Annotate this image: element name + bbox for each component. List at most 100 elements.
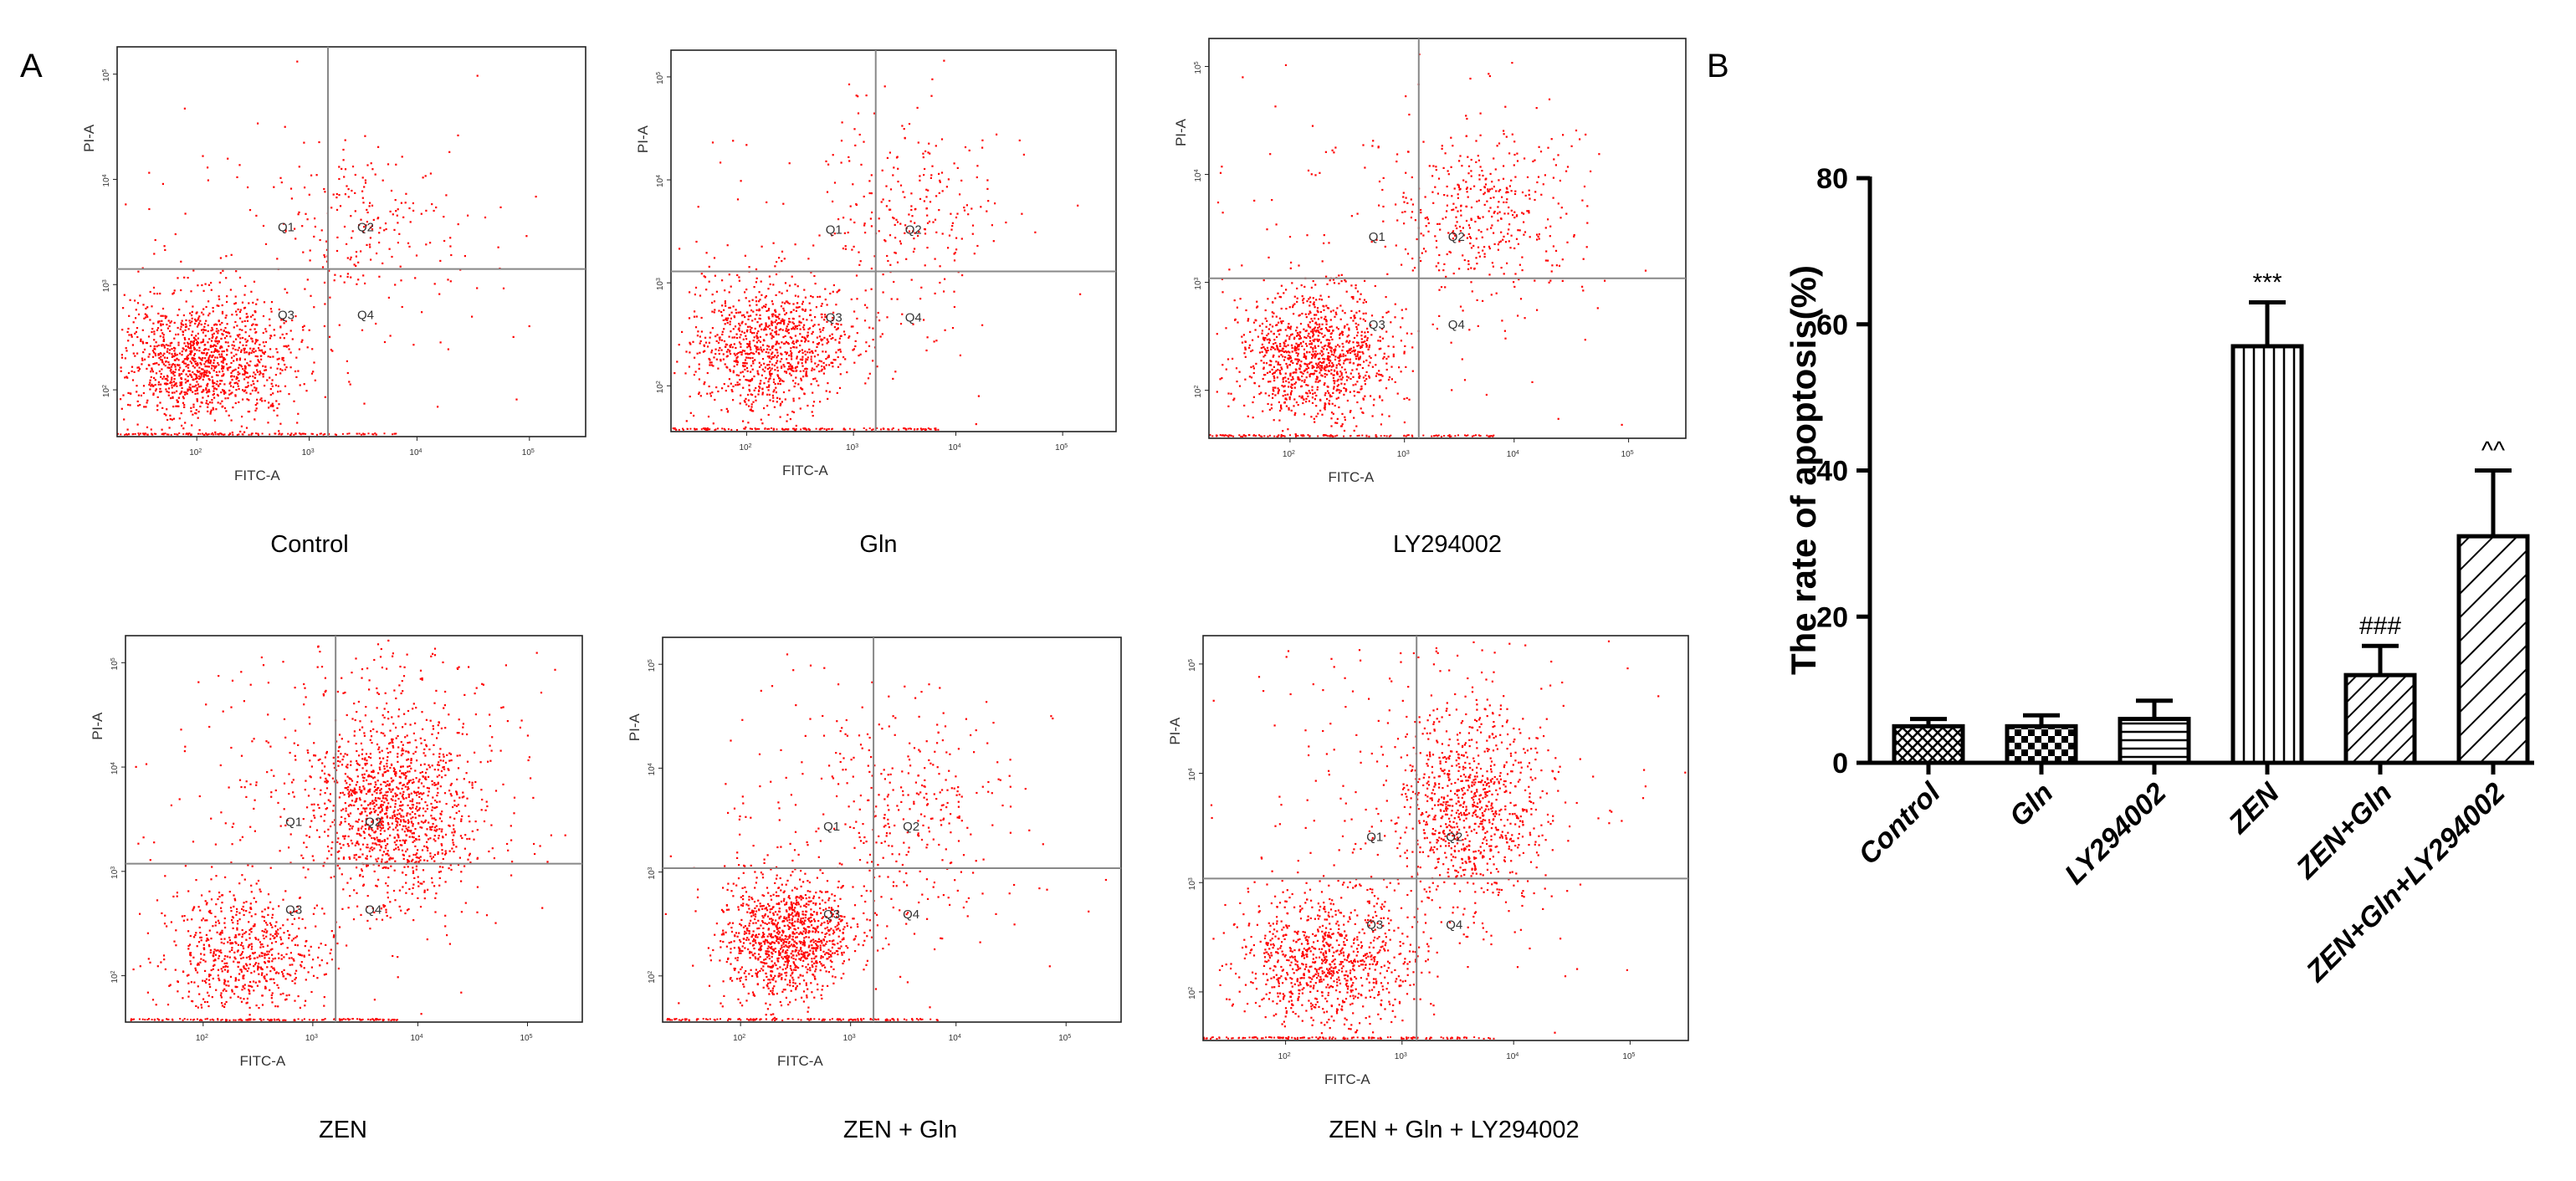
- flow-panel-6: Q1 Q2 Q3 Q4 102 103 104 105 102 103 104 105 FITC-A PI…: [1167, 635, 1689, 1143]
- x-tick-label: 104: [410, 1034, 423, 1044]
- y-tick-label: 105: [648, 659, 658, 672]
- x-axis-label: FITC-A: [1329, 469, 1375, 485]
- x-tick-label: 105: [1058, 1034, 1071, 1044]
- y-tick-label: 103: [656, 278, 666, 290]
- x-tick-label: 102: [733, 1034, 745, 1044]
- flow-panel-1: Q1 Q2 Q3 Q4 102 103 104 105 102 103 104 105 FITC-A PI…: [81, 46, 586, 558]
- bar-gln: [2005, 723, 2078, 765]
- quadrant-label-q1: Q1: [826, 222, 842, 237]
- x-category-label: Gln: [2004, 777, 2060, 833]
- panel-caption: ZEN: [319, 1117, 367, 1143]
- x-category-label: ZEN+Gln+LY294002: [2300, 777, 2512, 989]
- x-tick-label: 102: [739, 443, 751, 453]
- x-axis-label: FITC-A: [777, 1053, 823, 1069]
- plot-frame: [1208, 38, 1687, 439]
- quadrant-label-q1: Q1: [278, 221, 294, 235]
- y-tick-label: 40: [1816, 456, 1848, 488]
- y-tick-label: 104: [1194, 169, 1204, 181]
- quadrant-label-q1: Q1: [1366, 830, 1383, 844]
- x-category-label: LY294002: [2059, 777, 2173, 891]
- quadrant-label-q2: Q2: [357, 221, 374, 235]
- bar-zen-gln-ly294002: [2456, 534, 2530, 765]
- x-category-label: ZEN: [2222, 776, 2287, 841]
- quadrant-label-q4: Q4: [903, 907, 919, 922]
- x-tick-label: 104: [409, 448, 422, 458]
- flow-panel-5: Q1 Q2 Q3 Q4 102 103 104 105 102 103 104 105 FITC-A PI…: [627, 637, 1122, 1143]
- y-tick-label: 105: [102, 69, 112, 81]
- y-tick-label: 102: [1188, 987, 1198, 1000]
- x-axis-label: FITC-A: [1324, 1071, 1370, 1087]
- y-tick-label: 80: [1816, 163, 1848, 195]
- plot-frame: [116, 46, 586, 437]
- y-tick-label: 20: [1816, 601, 1848, 633]
- panel-b-letter: B: [1707, 48, 1729, 84]
- plot-frame: [125, 635, 583, 1023]
- y-tick-label: 105: [1188, 659, 1198, 672]
- y-tick-label: 102: [110, 970, 120, 983]
- quadrant-label-q4: Q4: [1448, 318, 1465, 332]
- y-tick-label: 102: [648, 971, 658, 984]
- scatter-dots: [130, 639, 566, 1022]
- y-tick-label: 104: [102, 174, 112, 187]
- panel-caption: LY294002: [1393, 531, 1502, 558]
- x-tick-label: 102: [196, 1034, 208, 1044]
- quadrant-label-q1: Q1: [823, 820, 840, 834]
- y-tick-label: 105: [656, 72, 666, 84]
- panel-caption: Gln: [859, 531, 897, 558]
- flow-panel-3: Q1 Q2 Q3 Q4 102 103 104 105 102 103 104 105 FITC-A PI…: [1173, 38, 1687, 558]
- y-tick-label: 104: [656, 175, 666, 187]
- quadrant-label-q3: Q3: [1369, 318, 1385, 332]
- quadrant-label-q1: Q1: [285, 815, 302, 830]
- y-axis-label: PI-A: [627, 713, 643, 741]
- y-tick-label: 103: [102, 279, 112, 292]
- x-tick-label: 103: [305, 1034, 318, 1044]
- flow-panel-2: Q1 Q2 Q3 Q4 102 103 104 105 102 103 104 105 FITC-A PI…: [635, 49, 1117, 558]
- significance-marker: ^^: [2481, 437, 2505, 465]
- plot-frame: [670, 49, 1117, 432]
- scatter-dots: [672, 59, 1082, 432]
- y-axis-label: PI-A: [1167, 717, 1183, 745]
- flow-panels: Q1 Q2 Q3 Q4 102 103 104 105 102 103 104 105 FITC-A PI…: [81, 38, 1689, 1143]
- x-tick-label: 104: [1507, 450, 1519, 460]
- y-axis-label: PI-A: [81, 124, 97, 152]
- quadrant-label-q3: Q3: [278, 309, 294, 323]
- y-tick-label: 105: [110, 657, 120, 670]
- quadrant-label-q2: Q2: [365, 815, 382, 830]
- y-tick-label: 103: [648, 867, 658, 879]
- y-tick-label: 104: [110, 762, 120, 775]
- quadrant-label-q3: Q3: [285, 903, 302, 918]
- x-axis-label: FITC-A: [782, 463, 828, 478]
- significance-marker: ###: [2359, 612, 2401, 640]
- bar-zen: [2230, 344, 2304, 765]
- x-tick-label: 105: [1055, 443, 1068, 453]
- y-axis-label: PI-A: [1173, 118, 1189, 146]
- y-axis-title: The rate of apoptosis(%): [1784, 265, 1823, 675]
- x-axis-label: FITC-A: [240, 1053, 286, 1069]
- panel-a-letter: A: [20, 48, 43, 84]
- bar-chart: 0 20 40 60 80 The rate of apoptosis(%) Control…: [1784, 163, 2534, 989]
- quadrant-label-q4: Q4: [1446, 918, 1462, 932]
- x-tick-label: 102: [1283, 450, 1295, 460]
- y-axis-label: PI-A: [90, 712, 105, 740]
- scatter-dots: [664, 653, 1107, 1021]
- plot-frame: [662, 637, 1122, 1023]
- scatter-dots: [1209, 53, 1647, 437]
- quadrant-label-q1: Q1: [1369, 230, 1385, 244]
- x-tick-label: 103: [1397, 450, 1410, 460]
- y-tick-label: 104: [1188, 768, 1198, 780]
- y-tick-label: 60: [1816, 309, 1848, 341]
- x-tick-label: 105: [522, 448, 535, 458]
- quadrant-label-q4: Q4: [357, 309, 374, 323]
- y-tick-label: 0: [1832, 748, 1848, 780]
- y-tick-label: 102: [102, 385, 112, 397]
- plot-frame: [1202, 635, 1689, 1041]
- x-tick-label: 102: [189, 448, 202, 458]
- x-tick-label: 102: [1278, 1052, 1291, 1062]
- quadrant-label-q4: Q4: [365, 903, 382, 918]
- x-tick-label: 105: [520, 1034, 532, 1044]
- x-tick-label: 105: [1621, 450, 1634, 460]
- y-tick-label: 103: [110, 867, 120, 879]
- quadrant-label-q3: Q3: [823, 907, 840, 922]
- significance-marker: ***: [2252, 269, 2282, 297]
